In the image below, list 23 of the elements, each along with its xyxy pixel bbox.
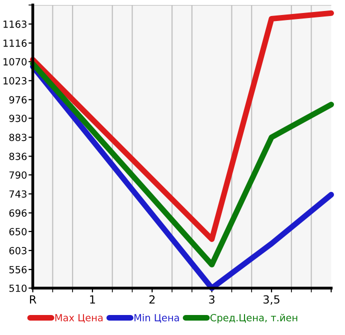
- x-tick-label: R: [30, 295, 36, 304]
- legend-label: Max Цена: [55, 314, 103, 323]
- x-tick-label: 1: [90, 295, 95, 304]
- y-tick-label: 1070: [4, 58, 27, 66]
- legend-label: Min Цена: [134, 314, 179, 323]
- y-tick-label: 930: [9, 114, 27, 122]
- y-tick-label: 650: [9, 228, 27, 236]
- y-tick-label: 510: [9, 284, 27, 292]
- y-tick-label: 696: [9, 209, 27, 217]
- y-tick-label: 1163: [4, 20, 26, 28]
- y-tick-label: 883: [9, 134, 26, 142]
- y-tick-label: 1023: [4, 77, 26, 84]
- y-tick-label: 836: [9, 152, 27, 160]
- y-tick-label: 556: [9, 266, 27, 274]
- y-tick-label: 976: [9, 96, 27, 104]
- y-tick-label: 790: [9, 171, 27, 179]
- y-tick-label: 1116: [4, 40, 27, 47]
- x-tick-label: 3: [209, 295, 214, 304]
- x-tick-label: 3,5: [264, 295, 280, 305]
- x-tick-label: 2: [149, 295, 155, 304]
- legend-label: Сред.Цена, т.йен: [210, 314, 298, 324]
- y-tick-label: 603: [9, 246, 26, 254]
- y-tick-label: 743: [9, 190, 26, 198]
